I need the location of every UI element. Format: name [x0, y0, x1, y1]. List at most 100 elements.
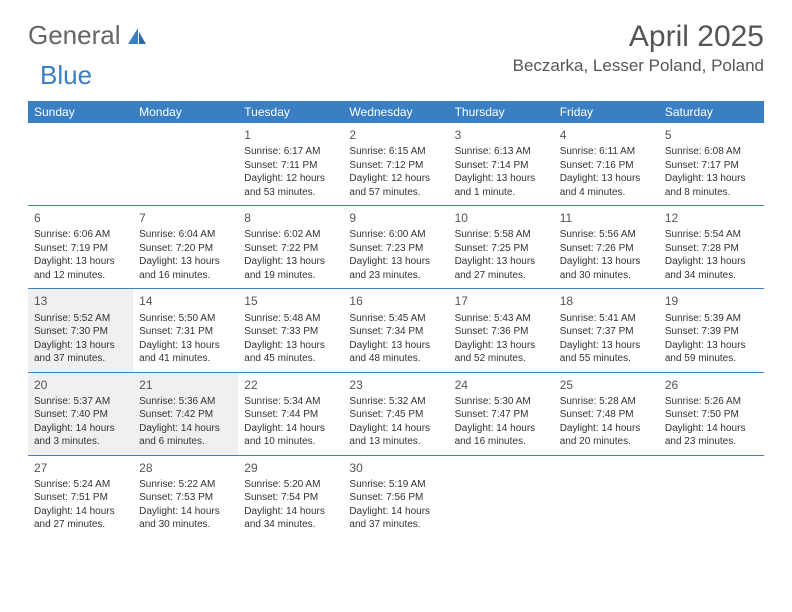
day-number: 2 [349, 127, 442, 143]
sunrise-text: Sunrise: 5:50 AM [139, 312, 232, 326]
daylight-text: Daylight: 14 hours and 30 minutes. [139, 505, 232, 532]
sunset-text: Sunset: 7:19 PM [34, 242, 127, 256]
sunset-text: Sunset: 7:44 PM [244, 408, 337, 422]
sunrise-text: Sunrise: 5:37 AM [34, 395, 127, 409]
day-header: Wednesday [343, 101, 448, 123]
calendar-cell: 29Sunrise: 5:20 AMSunset: 7:54 PMDayligh… [238, 455, 343, 538]
daylight-text: Daylight: 12 hours and 53 minutes. [244, 172, 337, 199]
day-number: 3 [455, 127, 548, 143]
sunset-text: Sunset: 7:25 PM [455, 242, 548, 256]
calendar-week: 6Sunrise: 6:06 AMSunset: 7:19 PMDaylight… [28, 206, 764, 289]
sunrise-text: Sunrise: 5:39 AM [665, 312, 758, 326]
daylight-text: Daylight: 13 hours and 52 minutes. [455, 339, 548, 366]
brand-blue: Blue [40, 60, 92, 91]
daylight-text: Daylight: 14 hours and 16 minutes. [455, 422, 548, 449]
day-number: 26 [665, 377, 758, 393]
sunset-text: Sunset: 7:39 PM [665, 325, 758, 339]
daylight-text: Daylight: 13 hours and 37 minutes. [34, 339, 127, 366]
calendar-cell: 17Sunrise: 5:43 AMSunset: 7:36 PMDayligh… [449, 289, 554, 372]
sunset-text: Sunset: 7:37 PM [560, 325, 653, 339]
sunrise-text: Sunrise: 5:45 AM [349, 312, 442, 326]
calendar-week: 1Sunrise: 6:17 AMSunset: 7:11 PMDaylight… [28, 123, 764, 206]
calendar-cell: 7 Sunrise: 6:04 AMSunset: 7:20 PMDaylight… [133, 206, 238, 289]
calendar-cell: 6Sunrise: 6:06 AMSunset: 7:19 PMDaylight… [28, 206, 133, 289]
location-text: Beczarka, Lesser Poland, Poland [513, 56, 764, 76]
daylight-text: Daylight: 14 hours and 3 minutes. [34, 422, 127, 449]
calendar-cell: 19Sunrise: 5:39 AMSunset: 7:39 PMDayligh… [659, 289, 764, 372]
sunset-text: Sunset: 7:20 PM [139, 242, 232, 256]
calendar-cell: 26Sunrise: 5:26 AMSunset: 7:50 PMDayligh… [659, 372, 764, 455]
sunrise-text: Sunrise: 6:11 AM [560, 145, 653, 159]
title-block: April 2025 Beczarka, Lesser Poland, Pola… [513, 20, 764, 76]
sunset-text: Sunset: 7:40 PM [34, 408, 127, 422]
day-number: 7 [139, 210, 232, 226]
daylight-text: Daylight: 13 hours and 12 minutes. [34, 255, 127, 282]
sunset-text: Sunset: 7:47 PM [455, 408, 548, 422]
day-number: 8 [244, 210, 337, 226]
sunset-text: Sunset: 7:53 PM [139, 491, 232, 505]
daylight-text: Daylight: 14 hours and 27 minutes. [34, 505, 127, 532]
calendar-cell: 15Sunrise: 5:48 AMSunset: 7:33 PMDayligh… [238, 289, 343, 372]
sunrise-text: Sunrise: 5:36 AM [139, 395, 232, 409]
calendar-table: Sunday Monday Tuesday Wednesday Thursday… [28, 101, 764, 538]
calendar-cell: 2Sunrise: 6:15 AMSunset: 7:12 PMDaylight… [343, 123, 448, 206]
sunrise-text: Sunrise: 5:22 AM [139, 478, 232, 492]
sunrise-text: Sunrise: 5:28 AM [560, 395, 653, 409]
calendar-cell [554, 455, 659, 538]
sunset-text: Sunset: 7:28 PM [665, 242, 758, 256]
sunset-text: Sunset: 7:14 PM [455, 159, 548, 173]
sunrise-text: Sunrise: 6:08 AM [665, 145, 758, 159]
day-header: Saturday [659, 101, 764, 123]
calendar-cell: 1Sunrise: 6:17 AMSunset: 7:11 PMDaylight… [238, 123, 343, 206]
sunset-text: Sunset: 7:51 PM [34, 491, 127, 505]
day-number: 21 [139, 377, 232, 393]
daylight-text: Daylight: 13 hours and 4 minutes. [560, 172, 653, 199]
daylight-text: Daylight: 14 hours and 23 minutes. [665, 422, 758, 449]
day-number: 16 [349, 293, 442, 309]
sunset-text: Sunset: 7:36 PM [455, 325, 548, 339]
calendar-cell: 10Sunrise: 5:58 AMSunset: 7:25 PMDayligh… [449, 206, 554, 289]
sunset-text: Sunset: 7:22 PM [244, 242, 337, 256]
day-number: 6 [34, 210, 127, 226]
daylight-text: Daylight: 13 hours and 41 minutes. [139, 339, 232, 366]
calendar-cell [659, 455, 764, 538]
sunset-text: Sunset: 7:17 PM [665, 159, 758, 173]
daylight-text: Daylight: 13 hours and 8 minutes. [665, 172, 758, 199]
day-number: 13 [34, 293, 127, 309]
calendar-week: 27Sunrise: 5:24 AMSunset: 7:51 PMDayligh… [28, 455, 764, 538]
day-number: 4 [560, 127, 653, 143]
calendar-body: 1Sunrise: 6:17 AMSunset: 7:11 PMDaylight… [28, 123, 764, 538]
sunset-text: Sunset: 7:16 PM [560, 159, 653, 173]
calendar-cell: 27Sunrise: 5:24 AMSunset: 7:51 PMDayligh… [28, 455, 133, 538]
calendar-cell: 21Sunrise: 5:36 AMSunset: 7:42 PMDayligh… [133, 372, 238, 455]
day-number: 10 [455, 210, 548, 226]
calendar-cell [133, 123, 238, 206]
day-number: 12 [665, 210, 758, 226]
day-header: Tuesday [238, 101, 343, 123]
brand-general: General [28, 20, 121, 51]
daylight-text: Daylight: 13 hours and 19 minutes. [244, 255, 337, 282]
day-number: 29 [244, 460, 337, 476]
day-number: 17 [455, 293, 548, 309]
sunrise-text: Sunrise: 5:34 AM [244, 395, 337, 409]
sunrise-text: Sunrise: 6:04 AM [139, 228, 232, 242]
calendar-cell: 4 Sunrise: 6:11 AMSunset: 7:16 PMDaylight… [554, 123, 659, 206]
sunrise-text: Sunrise: 5:52 AM [34, 312, 127, 326]
sunset-text: Sunset: 7:45 PM [349, 408, 442, 422]
calendar-cell: 20 Sunrise: 5:37 AMSunset: 7:40 PMDayligh… [28, 372, 133, 455]
calendar-cell: 24Sunrise: 5:30 AMSunset: 7:47 PMDayligh… [449, 372, 554, 455]
sunrise-text: Sunrise: 5:32 AM [349, 395, 442, 409]
calendar-cell: 14Sunrise: 5:50 AMSunset: 7:31 PMDayligh… [133, 289, 238, 372]
day-number: 11 [560, 210, 653, 226]
daylight-text: Daylight: 13 hours and 59 minutes. [665, 339, 758, 366]
sunset-text: Sunset: 7:50 PM [665, 408, 758, 422]
sunset-text: Sunset: 7:23 PM [349, 242, 442, 256]
sunset-text: Sunset: 7:30 PM [34, 325, 127, 339]
day-number: 28 [139, 460, 232, 476]
daylight-text: Daylight: 14 hours and 34 minutes. [244, 505, 337, 532]
calendar-week: 13Sunrise: 5:52 AMSunset: 7:30 PMDayligh… [28, 289, 764, 372]
sunrise-text: Sunrise: 5:56 AM [560, 228, 653, 242]
daylight-text: Daylight: 13 hours and 1 minute. [455, 172, 548, 199]
daylight-text: Daylight: 13 hours and 16 minutes. [139, 255, 232, 282]
day-number: 20 [34, 377, 127, 393]
